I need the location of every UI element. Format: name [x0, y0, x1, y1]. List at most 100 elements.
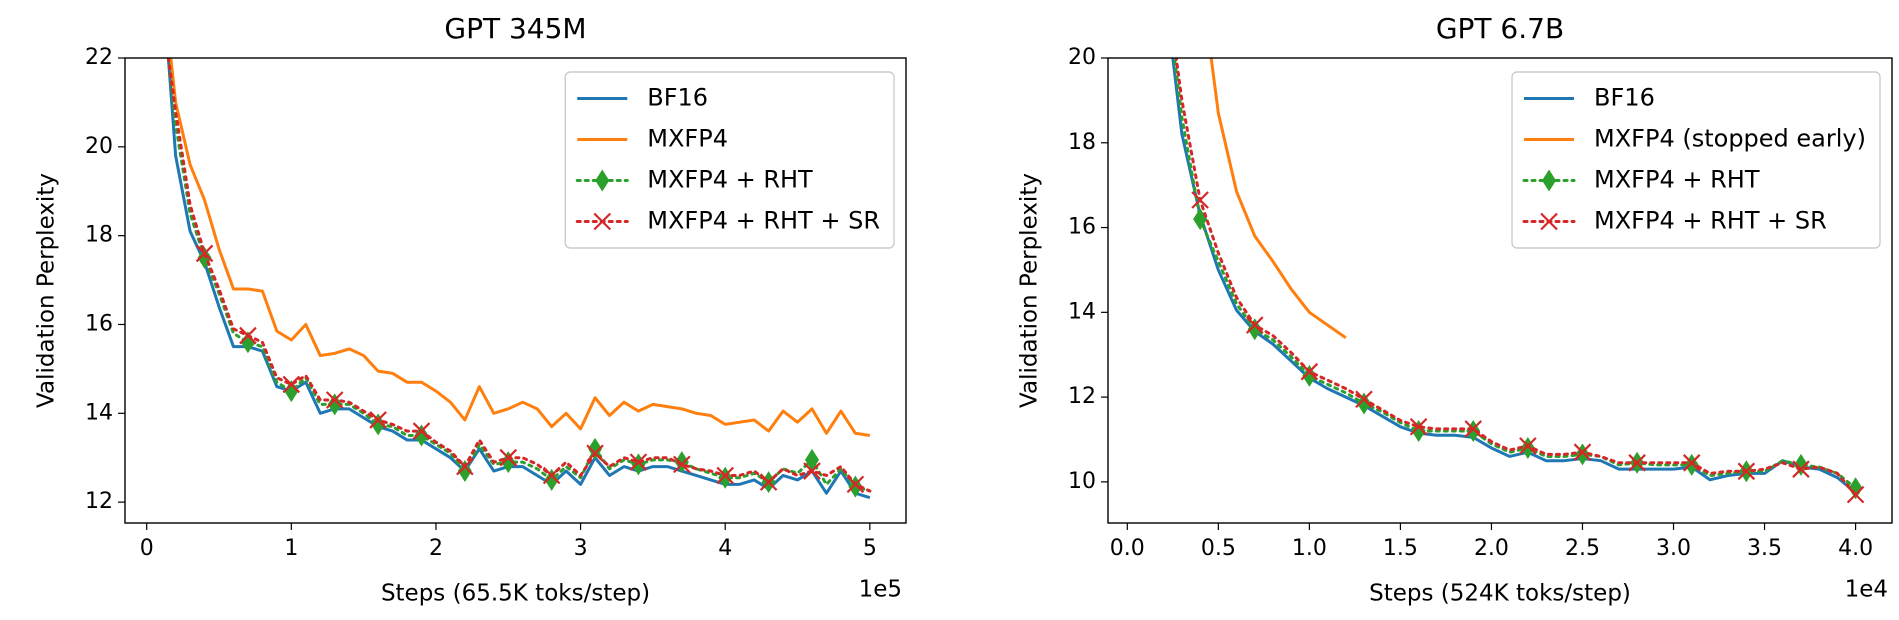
y-tick-label: 12 [85, 489, 113, 514]
axes-frame [1107, 57, 1893, 524]
marker [284, 380, 299, 403]
legend-label: MXFP4 + RHT [1594, 166, 1760, 194]
marker [544, 468, 559, 491]
marker [499, 448, 518, 467]
series-line [169, 58, 871, 437]
x-tick-label: 4 [718, 536, 732, 561]
marker [1356, 392, 1371, 415]
legend-label: MXFP4 [647, 125, 728, 153]
y-tick-label: 16 [1068, 215, 1096, 240]
marker [414, 424, 429, 447]
series-line [1174, 58, 1858, 497]
marker [716, 466, 734, 485]
legend-label: MXFP4 (stopped early) [1594, 125, 1866, 153]
legend-box [564, 71, 895, 249]
y-axis-label: Validation Perplexity [34, 173, 60, 408]
marker [457, 460, 472, 483]
marker [1792, 460, 1810, 478]
marker [1464, 420, 1483, 438]
x-tick-label: 5 [863, 536, 877, 561]
legend-label: BF16 [1594, 84, 1655, 112]
x-tick-label: 2.5 [1565, 536, 1600, 561]
marker [1573, 443, 1592, 461]
x-tick-label: 3.0 [1656, 536, 1691, 561]
x-tick-label: 2 [429, 536, 443, 561]
marker [239, 326, 257, 345]
marker [1793, 453, 1808, 476]
series-line [166, 58, 872, 493]
x-tick-label: 3.5 [1747, 536, 1782, 561]
marker [412, 422, 431, 440]
y-tick-label: 14 [85, 400, 113, 425]
marker [542, 466, 561, 485]
y-tick-label: 18 [85, 223, 113, 248]
plot-area [166, 58, 872, 500]
marker [586, 444, 604, 463]
legend-label: MXFP4 + RHT + SR [647, 207, 880, 235]
x-tick-label: 3 [574, 536, 588, 561]
series-line [1209, 58, 1347, 339]
legend-label: BF16 [647, 84, 708, 112]
marker [804, 448, 819, 471]
marker [588, 437, 603, 460]
legend: BF16 MXFP4 (stopped early) MXFP4 + RHT MXFP… [1511, 71, 1881, 249]
x-offset-label: 1e5 [859, 577, 902, 603]
y-tick-label: 16 [85, 311, 113, 336]
x-tick-label: 1 [284, 536, 298, 561]
marker [1300, 362, 1319, 381]
x-offset-label: 1e4 [1845, 577, 1888, 603]
x-axis-label: Steps (65.5K toks/step) [381, 581, 650, 607]
legend-marker [593, 212, 612, 231]
marker [327, 393, 342, 416]
legend-box [1511, 71, 1881, 249]
marker [195, 244, 214, 263]
x-axis-label: Steps (524K toks/step) [1369, 581, 1631, 607]
x-tick-label: 4.0 [1838, 536, 1873, 561]
marker [1519, 437, 1537, 455]
y-axis-label: Validation Perplexity [1017, 173, 1043, 408]
x-tick-label: 1.5 [1383, 536, 1418, 561]
marker [1848, 477, 1863, 500]
series-line [166, 58, 871, 500]
x-tick-label: 1.0 [1292, 536, 1327, 561]
y-tick-label: 10 [1068, 469, 1096, 494]
y-tick-label: 20 [1068, 45, 1096, 70]
legend-label: MXFP4 + RHT + SR [1594, 207, 1827, 235]
marker [456, 457, 474, 476]
x-tick-label: 2.0 [1474, 536, 1509, 561]
y-tick-label: 22 [85, 45, 113, 70]
marker [369, 411, 387, 429]
marker [1628, 454, 1646, 472]
axes-frame [124, 57, 907, 524]
marker [673, 455, 691, 474]
legend-label: MXFP4 + RHT [647, 166, 813, 194]
marker [1355, 390, 1373, 409]
marker [759, 473, 778, 491]
marker [1409, 418, 1428, 436]
chart-title: GPT 6.7B [1436, 12, 1564, 45]
chart-title: GPT 345M [444, 12, 586, 45]
marker [282, 375, 301, 394]
legend-marker [1540, 212, 1558, 231]
plot-area [1171, 58, 1865, 504]
marker [1191, 191, 1209, 209]
x-tick-label: 0 [140, 536, 154, 561]
y-tick-label: 20 [85, 134, 113, 159]
marker [1737, 462, 1756, 481]
x-tick-label: 0.0 [1110, 536, 1145, 561]
marker [1682, 454, 1701, 472]
series-line [1172, 58, 1858, 490]
marker [629, 453, 648, 471]
legend-marker [1542, 169, 1557, 192]
marker [1245, 316, 1264, 334]
marker [803, 462, 821, 480]
legend-marker [595, 169, 610, 192]
y-tick-label: 12 [1068, 384, 1096, 409]
marker [1846, 485, 1865, 504]
y-tick-label: 14 [1068, 299, 1096, 324]
series-line [1171, 58, 1857, 494]
y-tick-label: 18 [1068, 130, 1096, 155]
marker [325, 391, 344, 409]
